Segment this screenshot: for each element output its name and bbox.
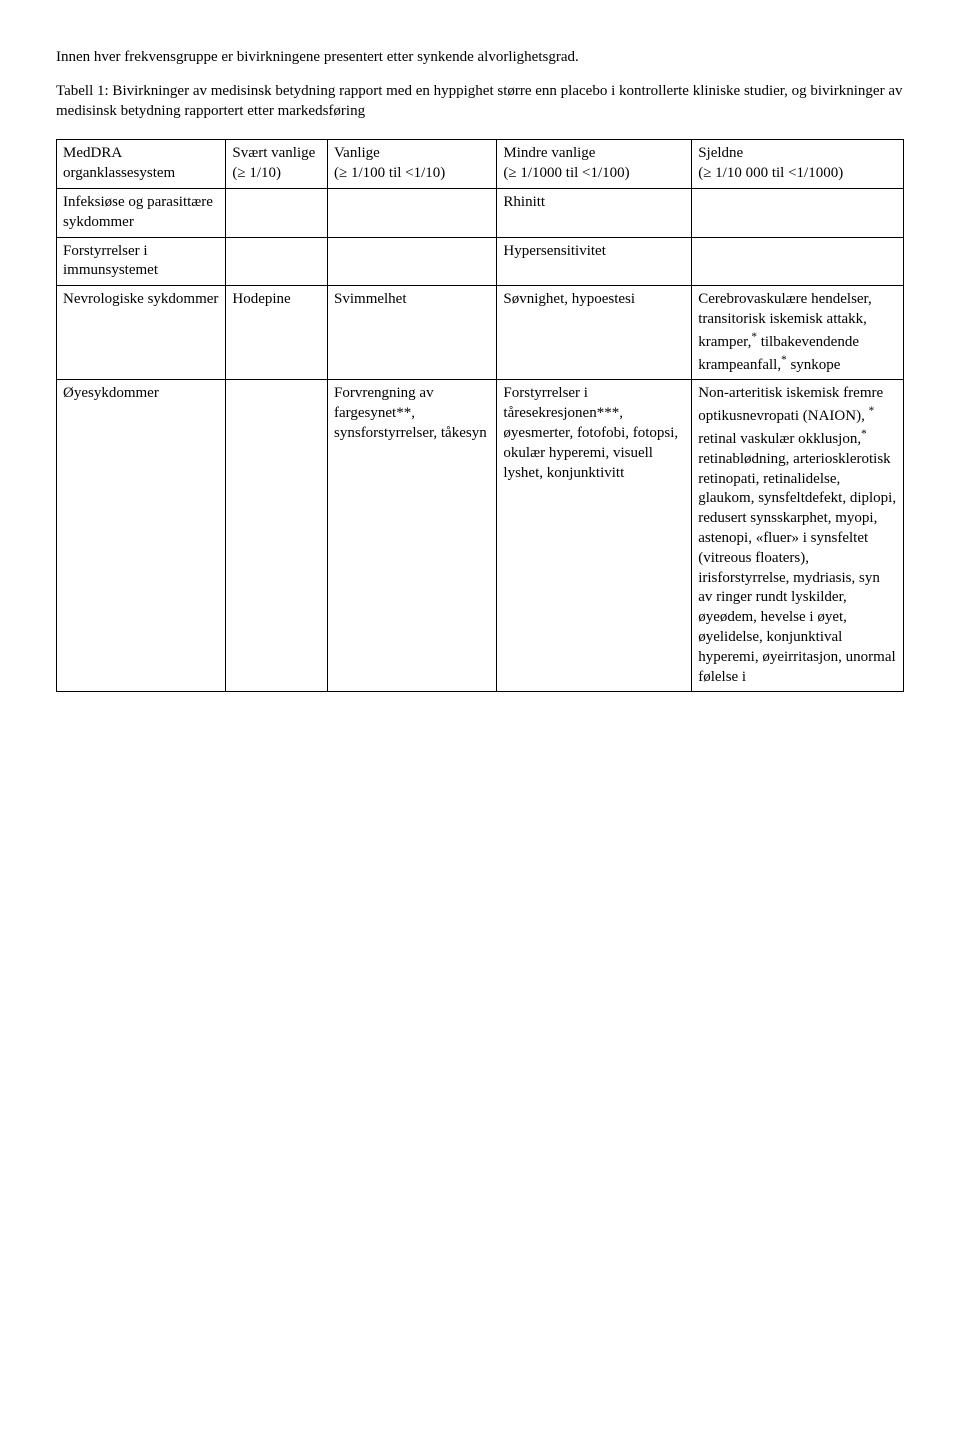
header-c3a: Vanlige: [334, 145, 380, 161]
row-neuro-c1: Nevrologiske sykdommer: [57, 286, 226, 380]
intro-paragraphs: Innen hver frekvensgruppe er bivirkninge…: [56, 48, 904, 121]
row-immune-c3: [328, 237, 497, 286]
row-neuro-c5c: synkope: [787, 357, 841, 373]
row-eye-c4: Forstyrrelser i tåresekresjonen***, øyes…: [497, 380, 692, 692]
header-very-common: Svært vanlige (≥ 1/10): [226, 140, 328, 189]
header-c5a: Sjeldne: [698, 145, 743, 161]
row-neuro-c4: Søvnighet, hypoestesi: [497, 286, 692, 380]
row-immune-c2: [226, 237, 328, 286]
row-eye-c5b: retinal vaskulær okklusjon,: [698, 431, 861, 447]
row-immune-c5: [692, 237, 904, 286]
row-eye-c5: Non-arteritisk iskemisk fremre optikusne…: [692, 380, 904, 692]
header-c2a: Svært vanlige: [232, 145, 315, 161]
header-common: Vanlige (≥ 1/100 til <1/10): [328, 140, 497, 189]
header-c2b: (≥ 1/10): [232, 165, 281, 181]
table-header-row: MedDRA organklassesystem Svært vanlige (…: [57, 140, 904, 189]
header-uncommon: Mindre vanlige (≥ 1/1000 til <1/100): [497, 140, 692, 189]
row-eye-c2: [226, 380, 328, 692]
header-c4a: Mindre vanlige: [503, 145, 595, 161]
row-eye-c5a: Non-arteritisk iskemisk fremre optikusne…: [698, 385, 883, 424]
table-row: Forstyrrelser i immunsystemet Hypersensi…: [57, 237, 904, 286]
row-immune-c1: Forstyrrelser i immunsystemet: [57, 237, 226, 286]
header-c5b: (≥ 1/10 000 til <1/1000): [698, 165, 843, 181]
row-eye-c1: Øyesykdommer: [57, 380, 226, 692]
table-row: Infeksiøse og parasittære sykdommer Rhin…: [57, 188, 904, 237]
intro-line-2: Tabell 1: Bivirkninger av medisinsk bety…: [56, 82, 904, 122]
header-organ-system: MedDRA organklassesystem: [57, 140, 226, 189]
table-row: Øyesykdommer Forvrengning av fargesynet*…: [57, 380, 904, 692]
table-row: Nevrologiske sykdommer Hodepine Svimmelh…: [57, 286, 904, 380]
row-eye-c5c: retinablødning, arteriosklerotisk retino…: [698, 451, 896, 685]
intro-line-1: Innen hver frekvensgruppe er bivirkninge…: [56, 48, 904, 68]
row-immune-c4: Hypersensitivitet: [497, 237, 692, 286]
adverse-events-table: MedDRA organklassesystem Svært vanlige (…: [56, 139, 904, 692]
row-eye-c3: Forvrengning av fargesynet**, synsforsty…: [328, 380, 497, 692]
asterisk-icon: *: [861, 428, 867, 440]
row-neuro-c3: Svimmelhet: [328, 286, 497, 380]
row-neuro-c2: Hodepine: [226, 286, 328, 380]
row-infections-c3: [328, 188, 497, 237]
header-c4b: (≥ 1/1000 til <1/100): [503, 165, 629, 181]
header-c3b: (≥ 1/100 til <1/10): [334, 165, 445, 181]
row-infections-c5: [692, 188, 904, 237]
row-infections-c1: Infeksiøse og parasittære sykdommer: [57, 188, 226, 237]
row-neuro-c5: Cerebrovaskulære hendelser, transitorisk…: [692, 286, 904, 380]
asterisk-icon: *: [869, 405, 875, 417]
row-infections-c2: [226, 188, 328, 237]
row-infections-c4: Rhinitt: [497, 188, 692, 237]
header-rare: Sjeldne (≥ 1/10 000 til <1/1000): [692, 140, 904, 189]
